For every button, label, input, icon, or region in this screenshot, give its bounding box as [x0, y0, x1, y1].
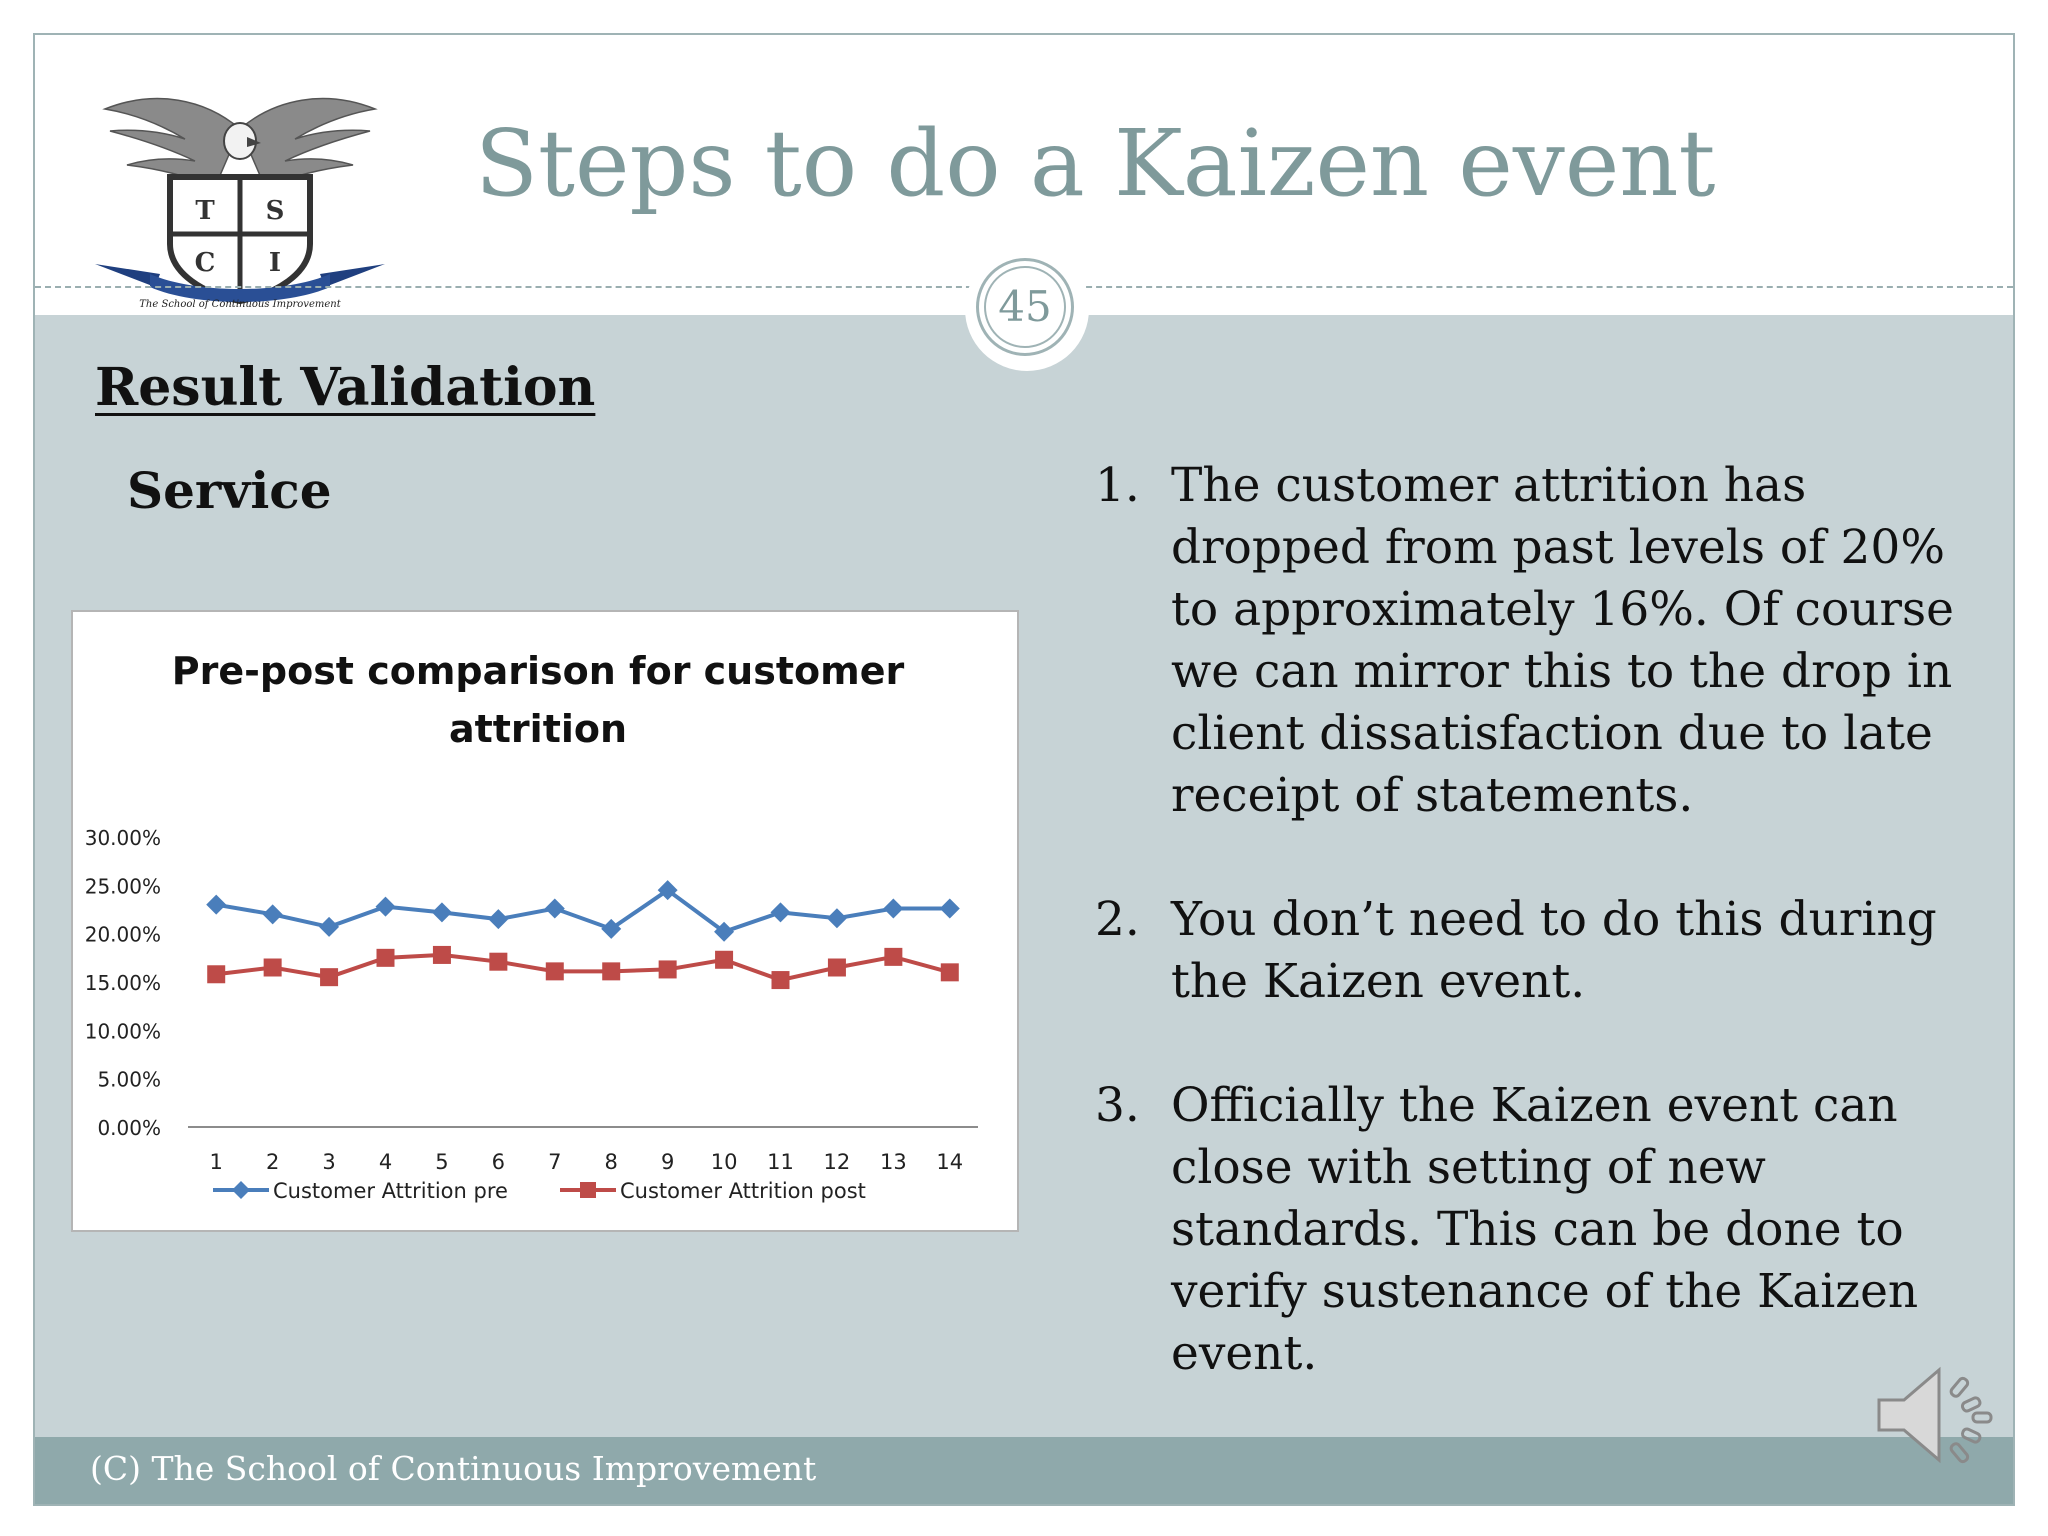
chart-title: Pre-post comparison for customer	[172, 649, 905, 693]
point-item: 1. The customer attrition has dropped fr…	[1095, 455, 1975, 827]
x-tick-label: 5	[435, 1150, 448, 1174]
y-tick-label: 10.00%	[85, 1019, 161, 1043]
data-point-pre	[319, 916, 340, 937]
data-point-pre	[657, 880, 678, 901]
logo-letter-i: I	[269, 248, 281, 278]
point-text: Officially the Kaizen event can close wi…	[1171, 1078, 1919, 1381]
chart-title-line-2: attrition	[449, 707, 627, 751]
data-point-pre	[939, 898, 960, 919]
footer-text: (C) The School of Continuous Improvement	[90, 1449, 817, 1488]
x-tick-label: 13	[880, 1150, 907, 1174]
data-point-post	[263, 958, 282, 977]
point-number: 3.	[1095, 1078, 1140, 1133]
x-tick-label: 9	[661, 1150, 674, 1174]
footer-bar	[35, 1437, 2013, 1504]
result-points-list: 1. The customer attrition has dropped fr…	[1095, 455, 1975, 1385]
legend-marker	[580, 1182, 596, 1198]
data-point-post	[602, 962, 621, 981]
slide: T S C I The School of Continuous Improve…	[33, 33, 2015, 1506]
x-tick-label: 14	[936, 1150, 963, 1174]
x-tick-label: 7	[548, 1150, 561, 1174]
point-number: 2.	[1095, 892, 1140, 947]
data-point-post	[658, 960, 677, 979]
x-tick-label: 11	[767, 1150, 794, 1174]
data-point-pre	[262, 904, 283, 925]
speaker-icon[interactable]	[1869, 1355, 1999, 1475]
page-number: 45	[998, 282, 1052, 331]
data-point-pre	[883, 898, 904, 919]
data-point-pre	[826, 908, 847, 929]
data-point-post	[207, 965, 226, 984]
y-tick-label: 25.00%	[85, 874, 161, 898]
attrition-chart: Pre-post comparison for customer attritio…	[71, 610, 1019, 1232]
slide-title: Steps to do a Kaizen event	[475, 110, 1716, 217]
data-point-pre	[206, 894, 227, 915]
data-point-post	[545, 962, 564, 981]
page-number-badge: 45	[976, 258, 1074, 356]
point-text: The customer attrition has dropped from …	[1171, 458, 1954, 823]
data-point-post	[884, 947, 903, 966]
x-tick-label: 8	[605, 1150, 618, 1174]
x-tick-label: 4	[379, 1150, 392, 1174]
data-point-post	[827, 958, 846, 977]
point-number: 1.	[1095, 458, 1140, 513]
series-line-post	[215, 952, 951, 983]
point-item: 3. Officially the Kaizen event can close…	[1095, 1075, 1975, 1385]
logo-text: The School of Continuous Improvement	[139, 299, 341, 310]
logo-letter-s: S	[266, 196, 285, 226]
data-point-post	[489, 952, 508, 971]
school-logo: T S C I The School of Continuous Improve…	[95, 97, 385, 310]
data-point-pre	[770, 902, 791, 923]
y-tick-label: 5.00%	[97, 1068, 161, 1092]
x-tick-label: 10	[711, 1150, 738, 1174]
logo-letter-t: T	[195, 196, 215, 226]
data-point-post	[715, 950, 734, 969]
y-tick-label: 20.00%	[85, 923, 161, 947]
data-point-pre	[601, 918, 622, 939]
legend-label: Customer Attrition post	[620, 1179, 866, 1203]
x-tick-label: 12	[824, 1150, 851, 1174]
x-tick-label: 1	[210, 1150, 223, 1174]
data-point-post	[771, 971, 790, 990]
x-tick-label: 2	[266, 1150, 279, 1174]
data-point-post	[432, 945, 451, 964]
data-point-pre	[714, 921, 735, 942]
logo-letter-c: C	[195, 248, 216, 278]
data-point-pre	[431, 902, 452, 923]
data-point-pre	[544, 898, 565, 919]
point-item: 2. You don’t need to do this during the …	[1095, 889, 1975, 1013]
legend-marker	[232, 1181, 250, 1199]
data-point-post	[376, 948, 395, 967]
y-tick-label: 0.00%	[97, 1116, 161, 1140]
data-point-pre	[488, 909, 509, 930]
chart-svg: Pre-post comparison for customer attritio…	[85, 649, 978, 1203]
x-tick-label: 6	[492, 1150, 505, 1174]
y-tick-label: 15.00%	[85, 971, 161, 995]
x-tick-label: 3	[322, 1150, 335, 1174]
data-point-pre	[375, 896, 396, 917]
legend-label: Customer Attrition pre	[273, 1179, 508, 1203]
section-title: Result Validation	[95, 357, 596, 418]
data-point-post	[320, 968, 339, 987]
point-text: You don’t need to do this during the Kai…	[1171, 892, 1937, 1009]
subtitle: Service	[127, 461, 332, 520]
data-point-post	[940, 963, 959, 982]
series-line-pre	[215, 887, 950, 934]
y-tick-label: 30.00%	[85, 826, 161, 850]
